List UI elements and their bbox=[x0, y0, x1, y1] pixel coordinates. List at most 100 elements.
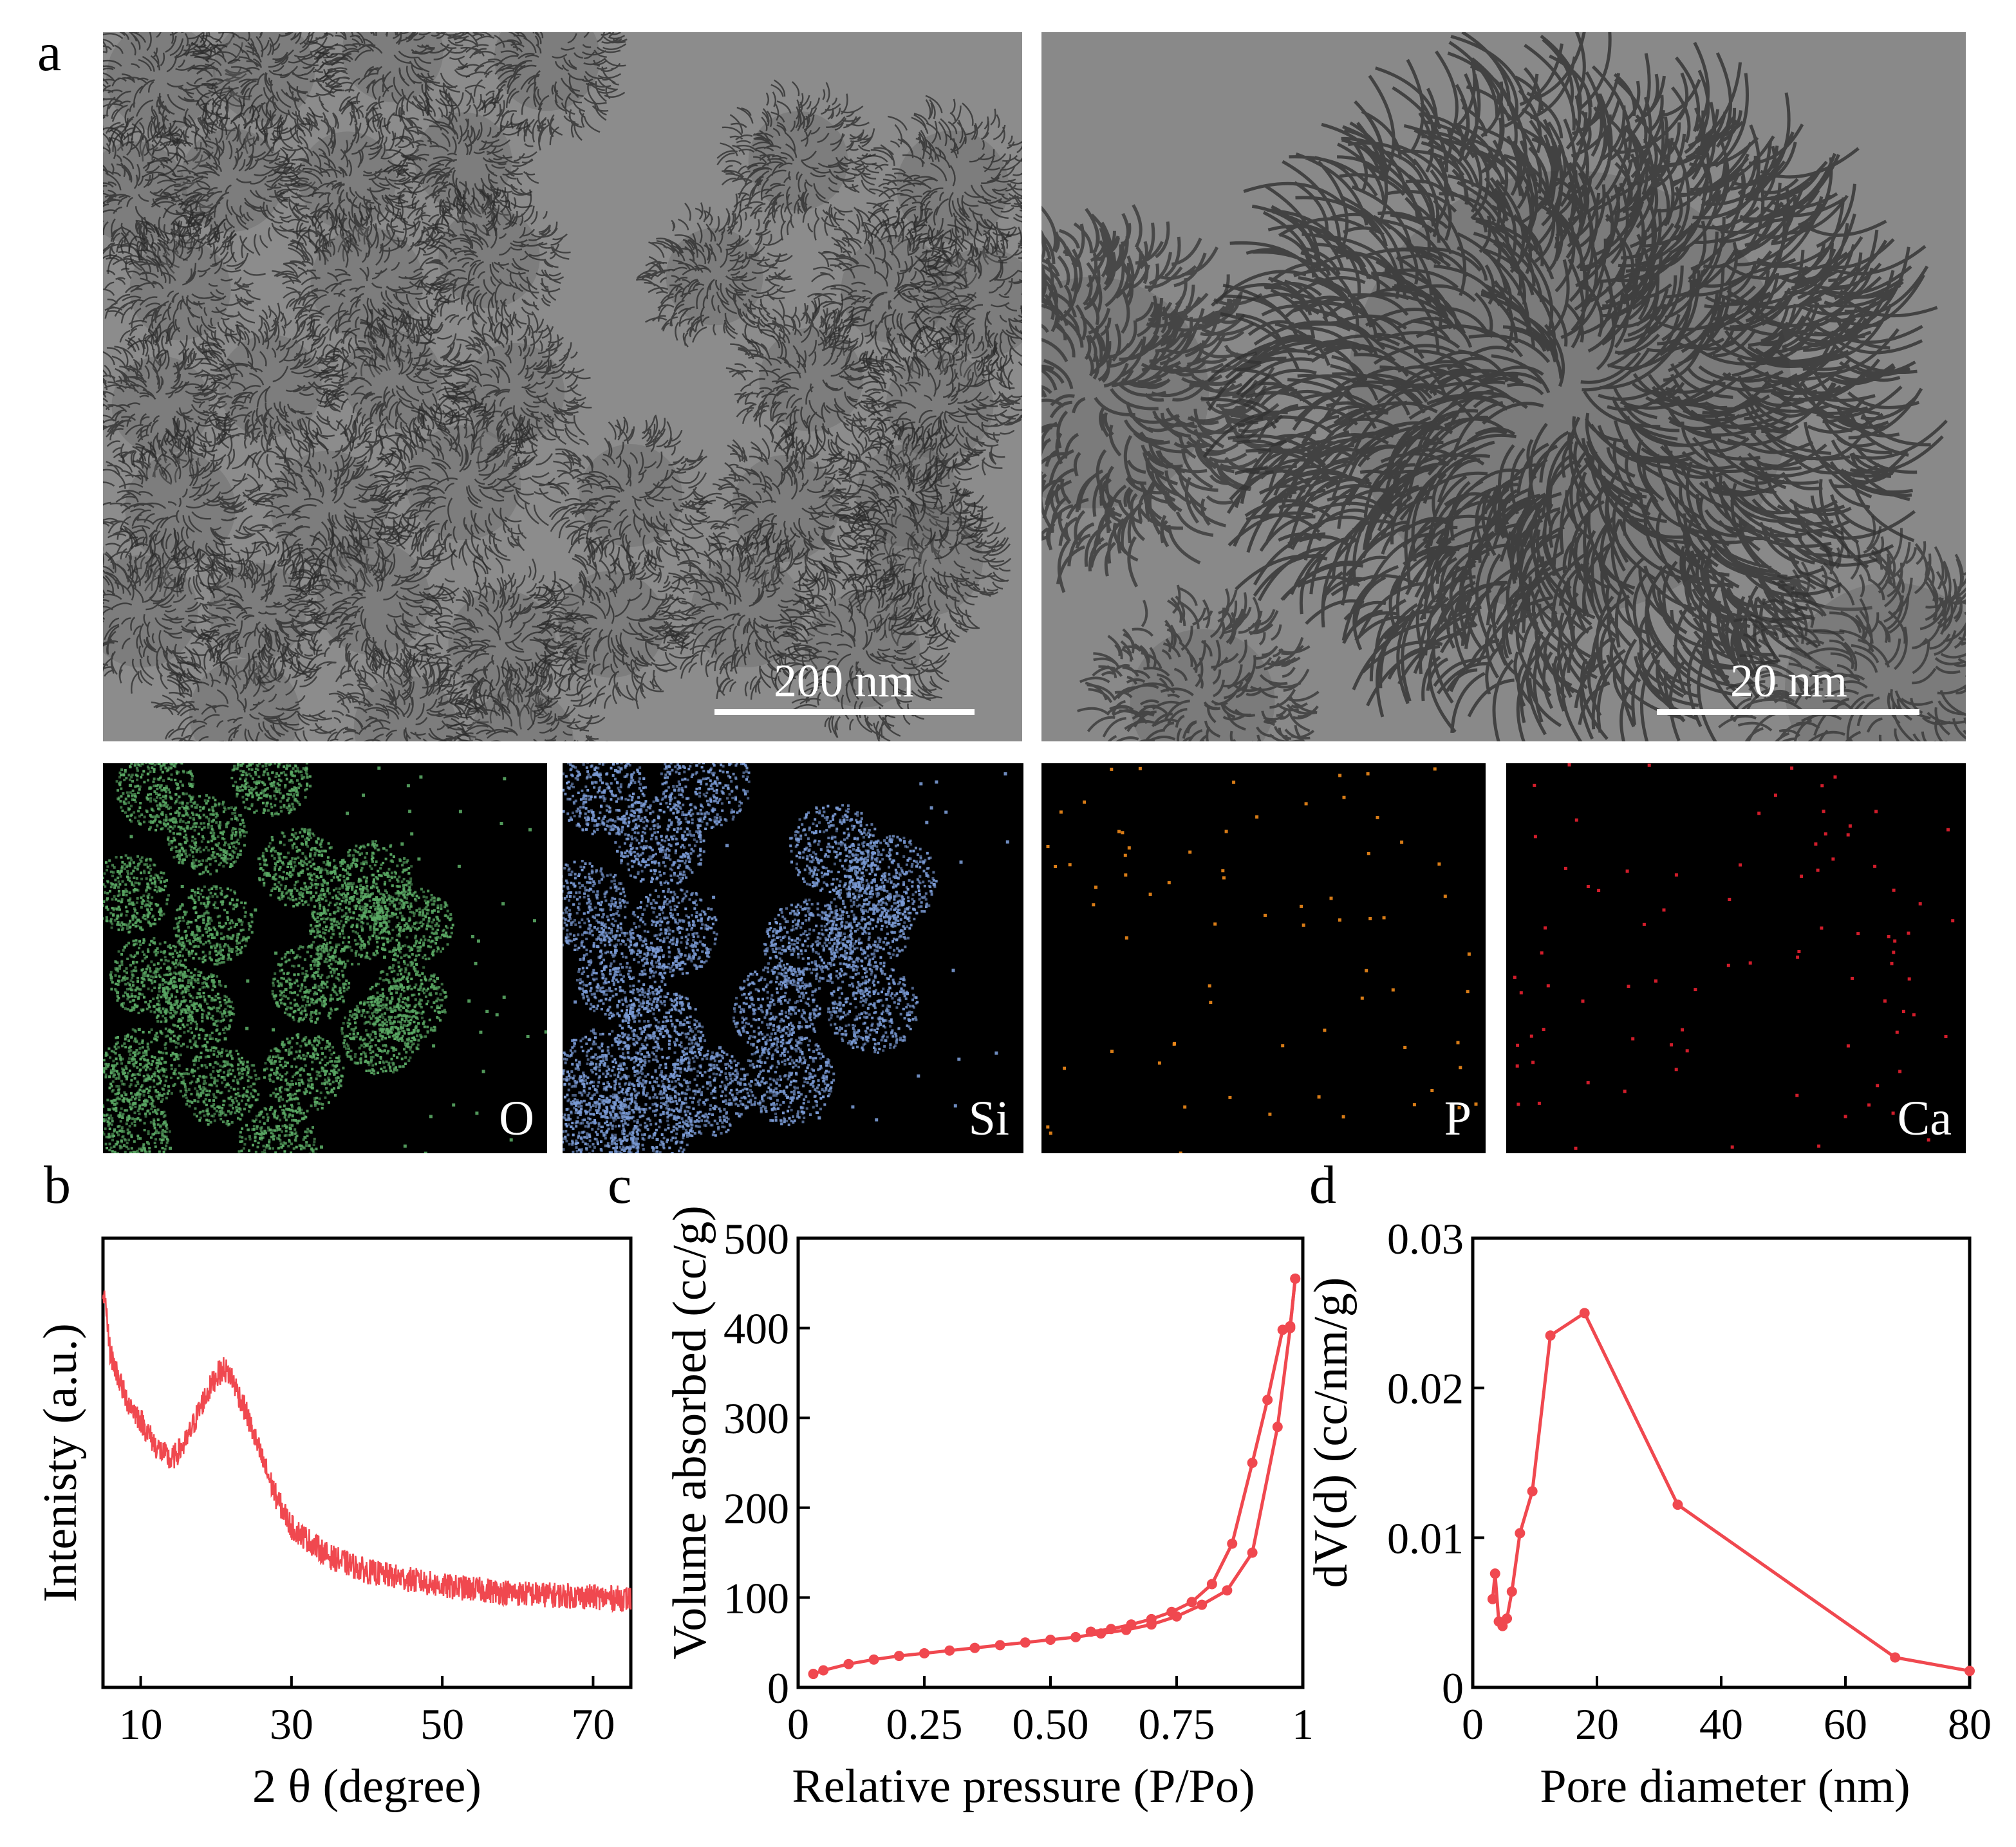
chart-b-x-tick-label: 50 bbox=[420, 1700, 464, 1749]
chart-c-x-tick-label: 0 bbox=[787, 1700, 809, 1749]
chart-d-frame bbox=[1471, 1236, 1972, 1689]
eds-map-silicon-signal bbox=[563, 763, 1009, 1153]
chart-d-point bbox=[1545, 1330, 1556, 1341]
chart-c-series-line-0 bbox=[812, 1278, 1297, 1676]
chart-c-y-tick-label: 500 bbox=[723, 1214, 789, 1263]
chart-d-series-line-0 bbox=[1491, 1310, 1970, 1673]
tem-particle bbox=[834, 463, 1012, 646]
chart-d-point bbox=[1497, 1620, 1508, 1631]
tem-particle bbox=[142, 97, 317, 265]
chart-d-x-tick-label: 20 bbox=[1575, 1700, 1619, 1749]
chart-d-y-tick-label: 0 bbox=[1442, 1664, 1464, 1712]
chart-c-point bbox=[1272, 1422, 1283, 1433]
chart-c-point bbox=[843, 1658, 854, 1669]
chart-c-point bbox=[1085, 1626, 1096, 1637]
chart-b-x-tick-label: 30 bbox=[270, 1700, 313, 1749]
tem-particle bbox=[103, 32, 252, 162]
chart-c-point bbox=[808, 1669, 819, 1680]
chart-b-frame bbox=[101, 1236, 633, 1689]
chart-c-point bbox=[1277, 1324, 1288, 1335]
chart-d-xlabel: Pore diameter (nm) bbox=[1540, 1760, 1910, 1813]
tem-particle bbox=[435, 311, 592, 470]
chart-c-point bbox=[1121, 1624, 1132, 1635]
chart-c-point bbox=[1290, 1273, 1301, 1284]
eds-signal-dots bbox=[1046, 766, 1478, 1153]
chart-c-point bbox=[1096, 1628, 1106, 1639]
chart-d-point bbox=[1890, 1652, 1901, 1663]
tem-particle bbox=[1041, 204, 1287, 593]
tem-particle bbox=[460, 32, 628, 151]
chart-c-x-tick-label: 0.75 bbox=[1139, 1700, 1215, 1749]
tem-particle bbox=[725, 293, 887, 470]
tem-particle bbox=[368, 387, 561, 578]
eds-label-oxygen: O bbox=[499, 1091, 534, 1146]
chart-c-point bbox=[994, 1640, 1005, 1651]
chart-d-point bbox=[1965, 1666, 1975, 1676]
chart-c-series bbox=[808, 1273, 1301, 1680]
tem-particle bbox=[807, 203, 978, 380]
chart-c-y-tick-label: 100 bbox=[723, 1573, 789, 1622]
chart-c-point bbox=[1285, 1323, 1296, 1333]
chart-c-point bbox=[893, 1651, 904, 1662]
chart-c-x-tick-label: 0.50 bbox=[1013, 1700, 1089, 1749]
eds-map-silicon: Si bbox=[563, 763, 1023, 1153]
tem-particle bbox=[383, 88, 539, 237]
chart-c-point bbox=[944, 1645, 955, 1656]
chart-c-point bbox=[919, 1647, 929, 1658]
chart-c-point bbox=[1206, 1579, 1217, 1590]
chart-c-point bbox=[868, 1654, 879, 1665]
chart-d-point bbox=[1493, 1616, 1504, 1627]
tem-particle bbox=[1077, 584, 1320, 741]
panel-letter-d: d bbox=[1309, 1155, 1336, 1215]
chart-c-y-tick-label: 0 bbox=[767, 1664, 789, 1712]
chart-d-point bbox=[1579, 1308, 1590, 1319]
tem-particle bbox=[151, 620, 337, 741]
eds-map-calcium-signal bbox=[1513, 763, 1955, 1150]
chart-c-point bbox=[1262, 1395, 1273, 1406]
tem-particle bbox=[636, 193, 796, 348]
tem-particle bbox=[272, 194, 460, 378]
eds-map-oxygen-signal bbox=[103, 763, 547, 1153]
tem-particle bbox=[103, 109, 217, 279]
tem-particle bbox=[316, 302, 477, 461]
chart-d-series bbox=[1487, 1308, 1975, 1676]
chart-b-series-line bbox=[102, 1290, 632, 1613]
chart-c-point bbox=[1222, 1585, 1233, 1596]
chart-b-series bbox=[102, 1290, 632, 1613]
chart-d-point bbox=[1502, 1613, 1513, 1624]
chart-c-point bbox=[1290, 1273, 1301, 1284]
eds-signal-dots bbox=[103, 763, 547, 1153]
chart-c-point bbox=[1106, 1624, 1117, 1635]
eds-map-phosphorus: P bbox=[1041, 763, 1486, 1153]
chart-b-x-tick-label: 70 bbox=[571, 1700, 615, 1749]
chart-c-point bbox=[1285, 1321, 1296, 1332]
chart-c-point bbox=[1186, 1597, 1197, 1608]
chart-d-point bbox=[1527, 1486, 1538, 1497]
tem-particle-high-mag bbox=[1041, 32, 1966, 741]
chart-c-point bbox=[1197, 1599, 1208, 1610]
eds-label-calcium: Ca bbox=[1897, 1091, 1952, 1146]
tem-particles-low-mag bbox=[103, 32, 1022, 741]
scale-bar-200nm bbox=[714, 709, 975, 715]
chart-c-point bbox=[1020, 1637, 1031, 1648]
scale-bar-20nm bbox=[1657, 709, 1919, 715]
chart-c-x-tick-label: 0.25 bbox=[886, 1700, 963, 1749]
tem-particle bbox=[103, 525, 231, 696]
chart-c-y-tick-label: 200 bbox=[723, 1484, 789, 1533]
tem-particle bbox=[866, 95, 1022, 283]
chart-c-ticks: 0 0.25 0.50 0.75 1 0 100 200 300 400 500 bbox=[723, 1214, 1314, 1749]
chart-c-point bbox=[969, 1642, 980, 1653]
tem-particle bbox=[769, 557, 951, 741]
tem-particle bbox=[238, 414, 420, 597]
chart-d-point bbox=[1506, 1586, 1517, 1597]
chart-c-point bbox=[1146, 1613, 1157, 1624]
eds-map-phosphorus-signal bbox=[1046, 766, 1478, 1153]
chart-c-point bbox=[1247, 1547, 1258, 1558]
tem-particle bbox=[1200, 32, 1948, 741]
tem-image-high-mag: 20 nm bbox=[1041, 32, 1966, 741]
chart-d-y-tick-label: 0.02 bbox=[1387, 1364, 1464, 1413]
chart-d-ticks: 0 20 40 60 80 0 0.01 0.02 0.03 bbox=[1387, 1214, 1992, 1749]
eds-signal-dots bbox=[563, 763, 1009, 1153]
chart-c-xlabel: Relative pressure (P/Po) bbox=[792, 1760, 1255, 1813]
chart-b-x-tick-label: 10 bbox=[119, 1700, 163, 1749]
